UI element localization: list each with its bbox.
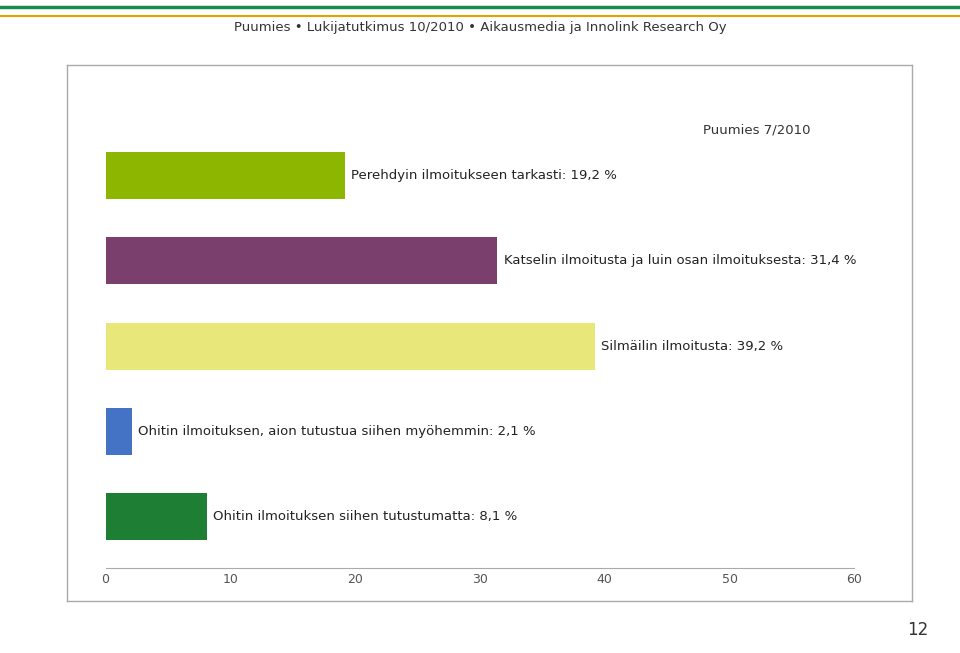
Text: Puumies • Lukijatutkimus 10/2010 • Aikausmedia ja Innolink Research Oy: Puumies • Lukijatutkimus 10/2010 • Aikau… [233, 21, 727, 34]
Bar [106, 323, 595, 370]
Text: Puumies 7/2010: Puumies 7/2010 [703, 123, 810, 136]
Bar [106, 408, 132, 455]
Text: KUVA 9. Ilmoitusten lukutarkkuus; keskiarvo, kaikki ilmoitukset: KUVA 9. Ilmoitusten lukutarkkuus; keskia… [78, 76, 625, 91]
Text: Perehdyin ilmoitukseen tarkasti: 19,2 %: Perehdyin ilmoitukseen tarkasti: 19,2 % [351, 169, 617, 182]
Bar [106, 151, 346, 199]
Text: Katselin ilmoitusta ja luin osan ilmoituksesta: 31,4 %: Katselin ilmoitusta ja luin osan ilmoitu… [504, 254, 856, 267]
Bar [106, 494, 206, 541]
Bar [106, 237, 497, 284]
Text: Silmäilin ilmoitusta: 39,2 %: Silmäilin ilmoitusta: 39,2 % [601, 340, 783, 353]
Text: 12: 12 [907, 621, 928, 639]
Text: Ohitin ilmoituksen, aion tutustua siihen myöhemmin: 2,1 %: Ohitin ilmoituksen, aion tutustua siihen… [138, 425, 536, 438]
Text: Ohitin ilmoituksen siihen tutustumatta: 8,1 %: Ohitin ilmoituksen siihen tutustumatta: … [213, 511, 517, 523]
